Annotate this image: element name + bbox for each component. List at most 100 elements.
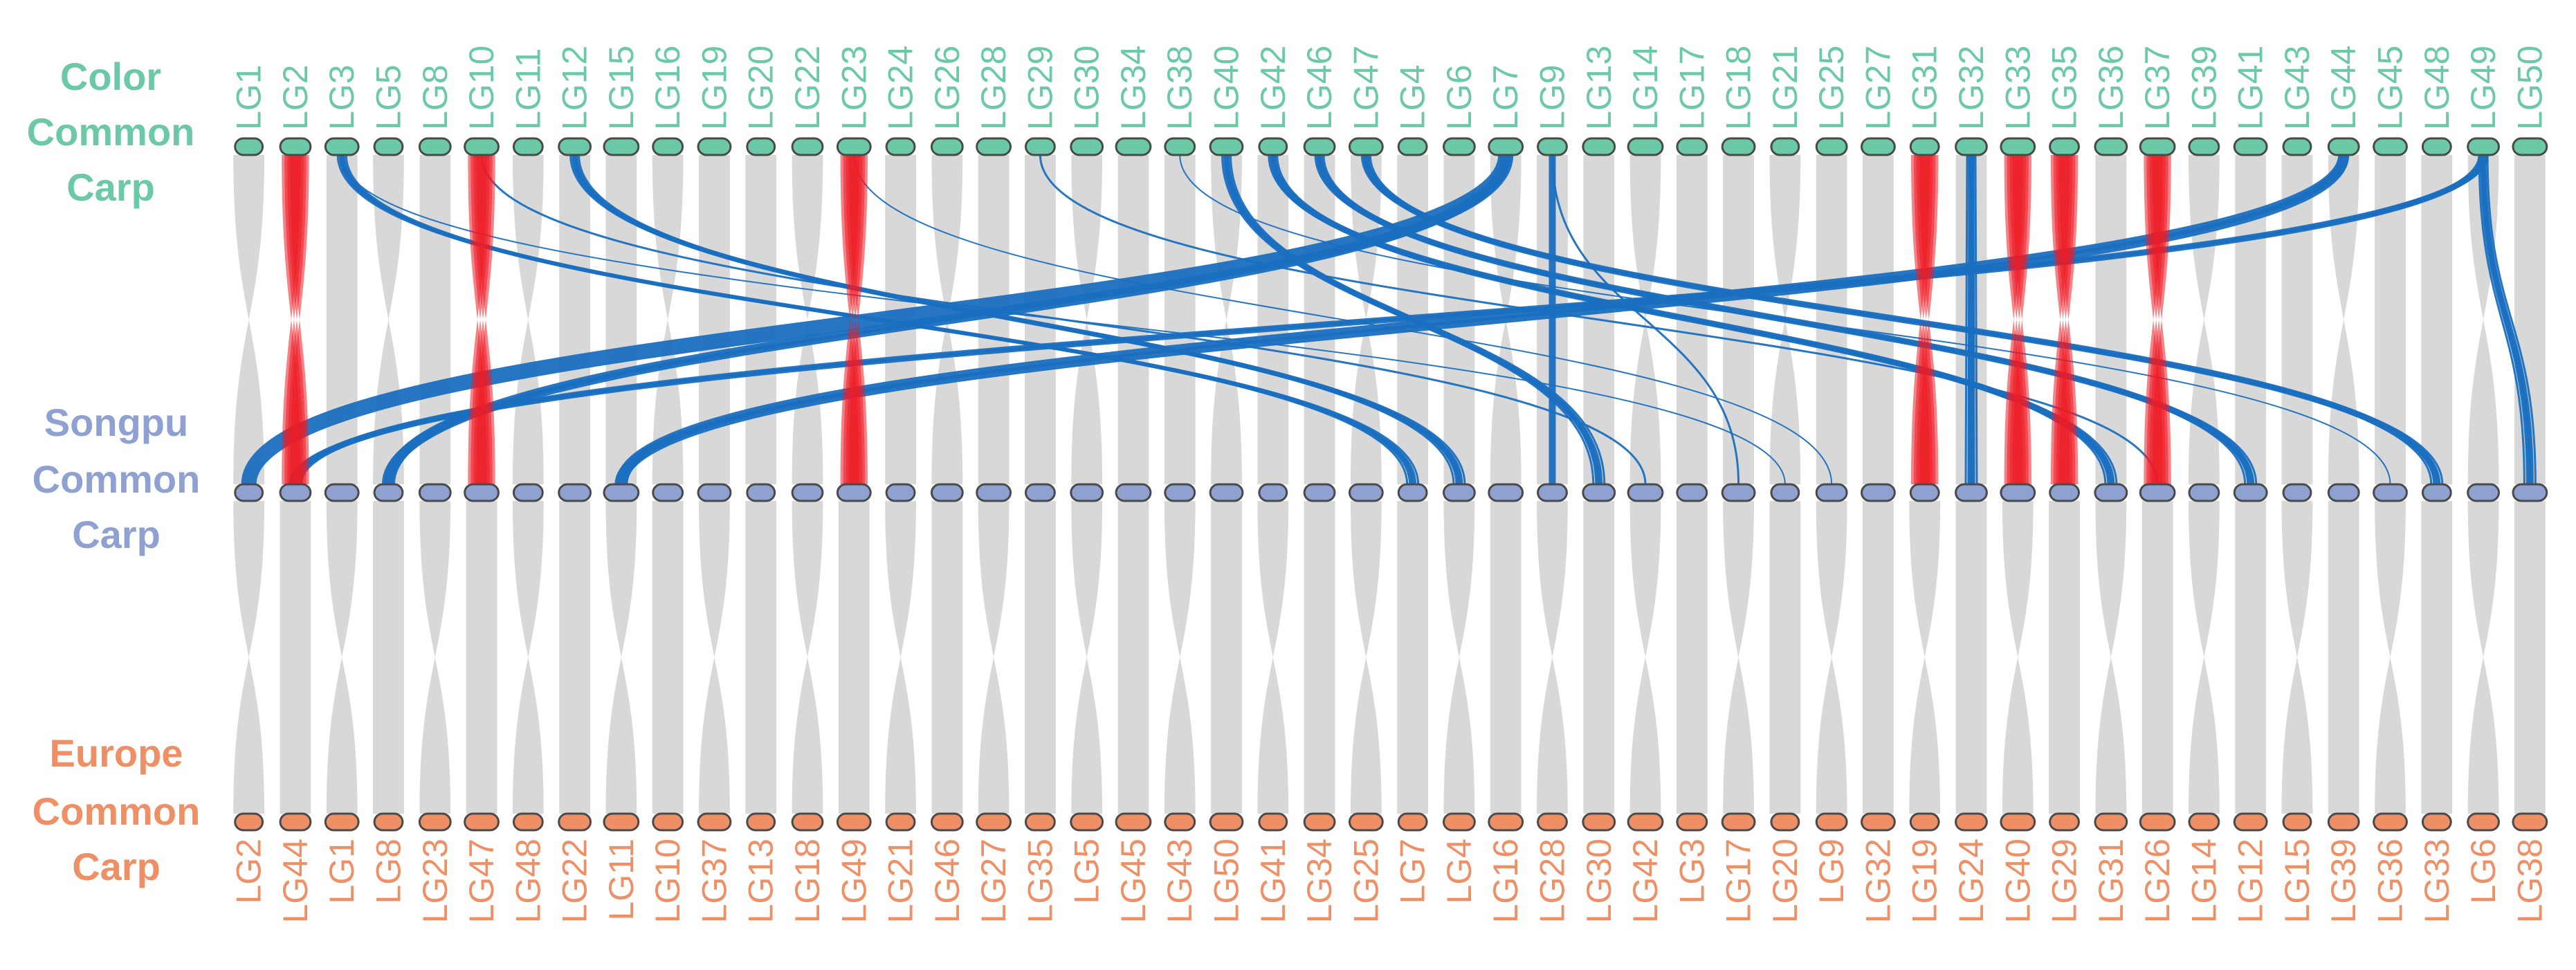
songpu-chromosome-bar — [2282, 483, 2312, 502]
europe-chromosome-bar — [512, 812, 544, 832]
collinear-ribbon — [1211, 155, 1242, 484]
europe-chromosome-label: LG14 — [2184, 839, 2223, 923]
inversion-ribbon — [848, 155, 868, 484]
europe-chromosome-label: LG9 — [1812, 839, 1851, 904]
color-chromosome-label: LG8 — [416, 64, 455, 130]
color-chromosome-bar — [1582, 137, 1616, 156]
europe-chromosome-label: LG12 — [2231, 839, 2270, 923]
collinear-ribbon — [2421, 155, 2453, 484]
color-chromosome-label: LG9 — [1533, 64, 1571, 130]
europe-chromosome-bar — [2282, 812, 2312, 832]
color-chromosome-label: LG3 — [322, 64, 361, 130]
translocation-link — [2484, 154, 2534, 485]
color-chromosome-bar — [2373, 137, 2408, 156]
songpu-chromosome-bar — [558, 483, 592, 502]
europe-chromosome-bar — [418, 812, 452, 832]
europe-chromosome-label: LG20 — [1766, 839, 1805, 923]
translocation-link — [392, 154, 1511, 485]
inversion-ribbons — [282, 155, 2171, 484]
translocation-link — [1322, 154, 2258, 485]
color-chromosome-label: LG39 — [2184, 46, 2223, 130]
europe-chromosome-label: LG16 — [1486, 839, 1525, 923]
songpu-chromosome-bar — [1070, 483, 1104, 502]
europe-chromosome-label: LG50 — [1207, 839, 1246, 923]
collinear-ribbon — [1117, 155, 1149, 484]
collinear-ribbon — [1211, 501, 1242, 814]
europe-chromosome-bar — [1488, 812, 1524, 832]
color-chromosome-label: LG50 — [2510, 46, 2549, 130]
color-chromosome-label: LG19 — [695, 46, 733, 130]
color-chromosome-label: LG21 — [1766, 46, 1805, 130]
collinear-ribbon — [1863, 501, 1894, 814]
europe-chromosome-bar — [1070, 812, 1104, 832]
color-chromosome-bar — [418, 137, 452, 156]
songpu-label-line-2: Common — [33, 457, 201, 501]
europe-chromosome-label: LG27 — [974, 839, 1013, 923]
collinear-ribbon — [838, 501, 870, 814]
europe-chromosome-label: LG3 — [1672, 839, 1711, 904]
europe-chromosome-bar — [1770, 812, 1800, 832]
collinear-ribbon — [1024, 155, 1056, 484]
europe-chromosome-bar — [2000, 812, 2036, 832]
europe-chromosome-label: LG13 — [742, 839, 780, 923]
color-chromosome-label: LG26 — [928, 46, 967, 130]
collinear-ribbon — [792, 155, 823, 484]
color-chromosome-label: LG32 — [1952, 46, 1991, 130]
songpu-chromosome-bar — [324, 483, 360, 502]
color-chromosome-bar — [697, 137, 732, 156]
collinear-ribbon — [1164, 501, 1196, 814]
songpu-chromosome-bar — [1164, 483, 1196, 502]
collinear-ribbon — [326, 155, 358, 484]
color-chromosome-label: LG47 — [1346, 46, 1385, 130]
europe-chromosome-bar — [1861, 812, 1896, 832]
color-chromosome-bar — [1909, 137, 1940, 156]
collinear-ribbon — [2281, 501, 2313, 814]
translocation-link — [1974, 154, 1978, 485]
songpu-label-line-3: Carp — [72, 513, 161, 556]
europe-chromosome-label: LG6 — [2464, 839, 2503, 904]
collinear-ribbon — [885, 501, 916, 814]
color-chromosome-label: LG49 — [2464, 46, 2503, 130]
europe-chromosome-bar — [885, 812, 916, 832]
color-chromosome-bar — [1258, 137, 1288, 156]
color-chromosome-bar — [279, 137, 312, 156]
europe-chromosome-label: LG40 — [1998, 839, 2037, 923]
europe-chromosome-label: LG35 — [1021, 839, 1059, 923]
songpu-chromosome-bar — [373, 483, 404, 502]
songpu-chromosome-bar — [1721, 483, 1756, 502]
color-label-line-1: Color — [60, 55, 161, 98]
color-chromosome-label: LG37 — [2138, 46, 2177, 130]
translocation-link — [1967, 154, 1971, 485]
color-chromosome-bar — [558, 137, 592, 156]
europe-chromosome-label: LG47 — [462, 839, 501, 923]
songpu-chromosome-bar — [279, 483, 312, 502]
collinear-ribbon — [512, 501, 544, 814]
collinear-ribbon — [699, 501, 730, 814]
europe-chromosome-label: LG5 — [1068, 839, 1106, 904]
europe-chromosome-bar — [791, 812, 824, 832]
collinear-ribbon — [1676, 501, 1708, 814]
europe-chromosome-label: LG41 — [1254, 839, 1292, 923]
color-chromosome-label: LG6 — [1440, 64, 1479, 130]
color-chromosome-bar — [2421, 137, 2452, 156]
collinear-ribbon — [978, 155, 1010, 484]
color-chromosome-label: LG23 — [834, 46, 873, 130]
color-chromosome-label: LG31 — [1906, 46, 1944, 130]
collinear-ribbon — [745, 501, 777, 814]
songpu-chromosome-bar — [2421, 483, 2452, 502]
color-chromosome-bar — [1209, 137, 1244, 156]
translocation-link — [2482, 154, 2531, 485]
collinear-ribbon — [1490, 501, 1522, 814]
collinear-ribbon — [2235, 501, 2267, 814]
songpu-chromosome-bar — [1115, 483, 1152, 502]
europe-chromosome-bar — [1348, 812, 1384, 832]
color-chromosome-label: LG7 — [1486, 64, 1525, 130]
color-chromosome-bar — [512, 137, 544, 156]
songpu-chromosome-bar — [1443, 483, 1476, 502]
color-chromosome-label: LG43 — [2278, 46, 2317, 130]
songpu-chromosome-bar — [1348, 483, 1384, 502]
color-chromosome-label: LG10 — [462, 46, 501, 130]
color-chromosome-label: LG1 — [230, 64, 268, 130]
color-chromosome-bar — [603, 137, 640, 156]
